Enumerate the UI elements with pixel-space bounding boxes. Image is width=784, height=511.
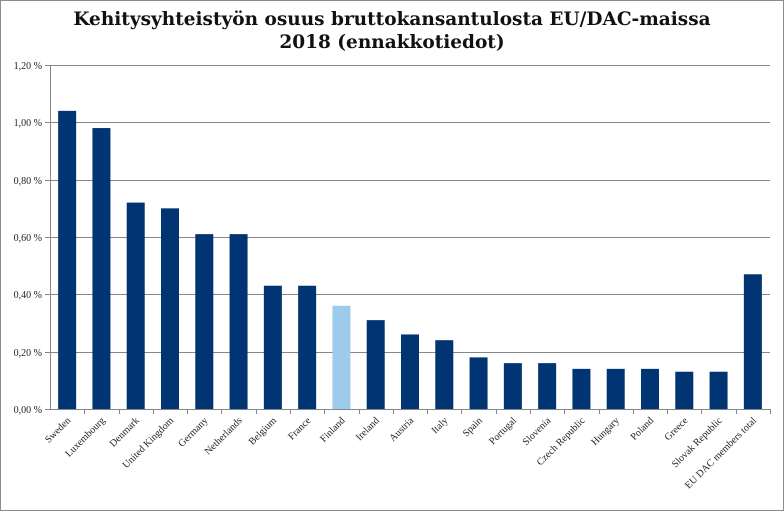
category-label: Sweden bbox=[43, 415, 73, 445]
bar-denmark bbox=[126, 202, 145, 409]
bar-germany bbox=[195, 234, 214, 409]
bar-czech-republic bbox=[572, 368, 591, 409]
y-tick-label: 1,00 % bbox=[14, 118, 42, 129]
bar-ireland bbox=[366, 320, 385, 409]
category-label: Spain bbox=[461, 415, 485, 439]
y-tick-label: 0,00 % bbox=[14, 405, 42, 416]
bar-united-kingdom bbox=[161, 208, 179, 409]
bar-slovenia bbox=[538, 363, 557, 409]
bar-france bbox=[298, 285, 317, 409]
category-label: Germany bbox=[176, 415, 210, 449]
bar-luxembourg bbox=[92, 128, 111, 410]
bar-greece bbox=[675, 371, 694, 409]
category-label: Hungary bbox=[589, 415, 622, 448]
category-label: Denmark bbox=[108, 415, 142, 449]
category-label: Portugal bbox=[487, 415, 519, 447]
category-label: Finland bbox=[318, 415, 347, 444]
y-tick-label: 0,60 % bbox=[14, 233, 42, 244]
bar-italy bbox=[435, 340, 454, 409]
category-label: Poland bbox=[629, 415, 656, 442]
bar-austria bbox=[401, 334, 419, 409]
bar-belgium bbox=[263, 285, 282, 409]
category-label: Italy bbox=[430, 415, 451, 436]
bar-eu-dac-members-total bbox=[743, 274, 762, 409]
bar-slovak-republic bbox=[709, 371, 728, 409]
y-tick-label: 0,40 % bbox=[14, 290, 42, 301]
category-label: Ireland bbox=[354, 415, 382, 443]
bar-netherlands bbox=[229, 234, 248, 409]
y-tick-label: 0,20 % bbox=[14, 348, 42, 359]
y-tick-label: 1,20 % bbox=[14, 61, 42, 72]
category-label: Greece bbox=[663, 415, 691, 443]
y-tick-label: 0,80 % bbox=[14, 176, 42, 187]
bar-sweden bbox=[58, 110, 77, 409]
category-label: Austria bbox=[388, 415, 417, 444]
category-label: Netherlands bbox=[203, 415, 245, 457]
chart-title: Kehitysyhteistyön osuus bruttokansantulo… bbox=[0, 8, 784, 54]
chart-title-line-2: 2018 (ennakkotiedot) bbox=[279, 32, 505, 53]
category-label: Belgium bbox=[247, 415, 279, 447]
category-label: France bbox=[286, 415, 313, 442]
chart-title-line-1: Kehitysyhteistyön osuus bruttokansantulo… bbox=[73, 9, 711, 30]
category-label: Slovenia bbox=[521, 415, 554, 448]
bar-spain bbox=[469, 357, 488, 409]
bar-poland bbox=[641, 368, 659, 409]
bar-finland bbox=[332, 305, 351, 409]
bar-hungary bbox=[606, 368, 625, 409]
bar-portugal bbox=[503, 363, 522, 409]
